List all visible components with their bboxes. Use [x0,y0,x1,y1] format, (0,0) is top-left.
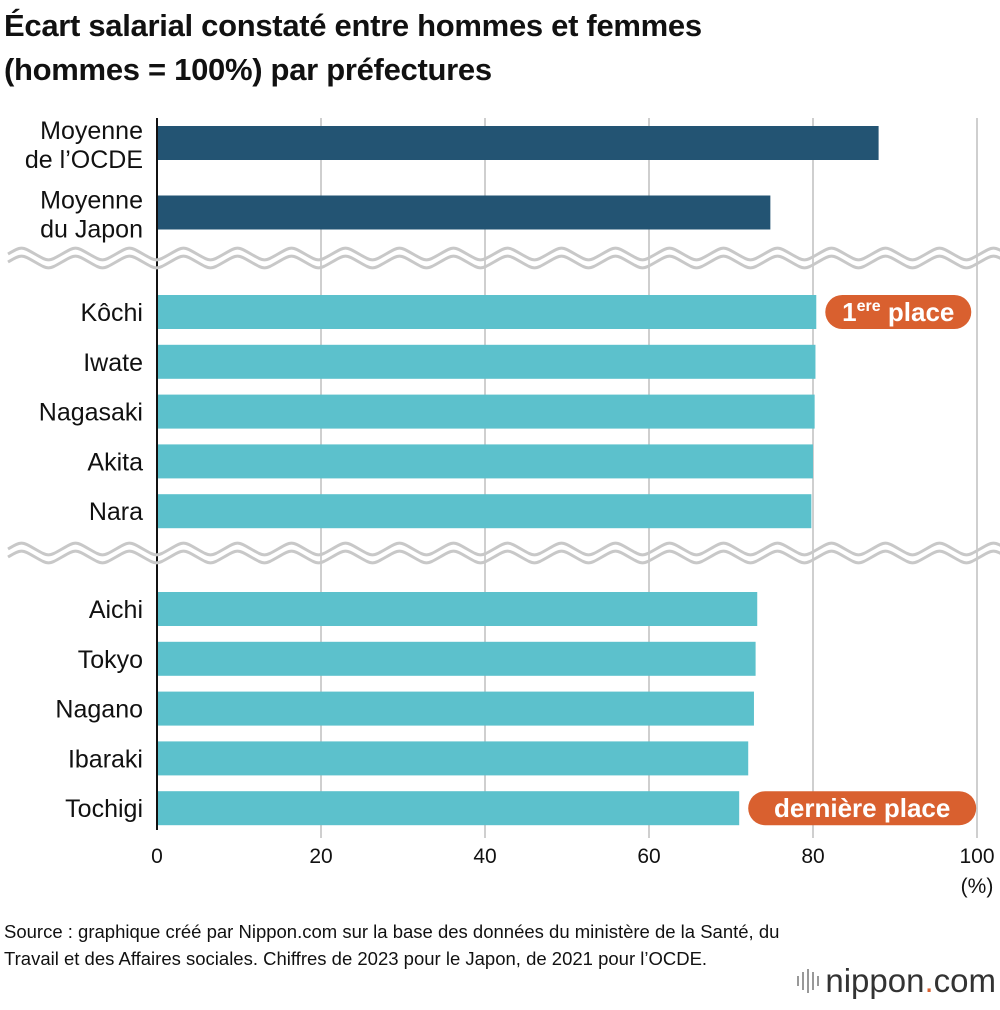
bar [157,691,754,726]
annotation-badge [825,295,972,329]
x-tick-label: 100 [959,845,994,868]
category-label: Nagasaki [39,399,143,427]
category-label: Tochigi [65,795,143,823]
category-label: Moyenne de l’OCDE [25,117,143,174]
category-label: Aichi [89,596,143,624]
bar-chart: 0 20 40 60 80 100 (%) Moyenne de l’OCDE Moyenne du… [7,117,1000,898]
bar [157,394,815,429]
category-label: Tokyo [78,646,143,674]
bar [157,592,758,626]
bar [157,344,816,379]
axis-break-wave [7,254,1000,270]
category-label: Moyenne du Japon [40,187,143,244]
bar [157,641,756,676]
title-line-2: (hommes = 100%) par préfectures [4,52,492,87]
bar [157,195,771,230]
category-label: Akita [87,448,143,476]
x-tick-label: 60 [637,845,660,868]
nippon-logo: nippon.com [797,962,996,1000]
annotation-text: 1ere place [842,297,954,327]
bar [157,295,817,329]
x-tick-label: 0 [151,845,163,868]
annotation-text: dernière place [774,793,950,823]
bar [157,791,740,826]
annotation-badge [748,791,977,826]
bar [157,126,879,160]
x-tick-label: 80 [801,845,824,868]
category-label: Nara [89,498,143,526]
axis-break-wave [7,549,1000,565]
chart-title: Écart salarial constaté entre hommes et … [4,4,702,92]
axis-break-wave [7,246,1000,262]
bar [157,494,812,529]
category-label: Nagano [55,696,143,724]
bar [157,444,813,479]
source-note: Source : graphique créé par Nippon.com s… [4,921,780,969]
logo-bars-icon [797,969,820,993]
category-label: Kôchi [80,299,143,327]
x-tick-label: 20 [309,845,332,868]
category-label: Iwate [83,349,143,377]
title-line-1: Écart salarial constaté entre hommes et … [4,8,702,43]
category-label: Ibaraki [68,745,143,773]
x-unit-label: (%) [961,875,994,898]
x-tick-label: 40 [473,845,496,868]
bar [157,741,749,776]
axis-break-wave [7,541,1000,557]
